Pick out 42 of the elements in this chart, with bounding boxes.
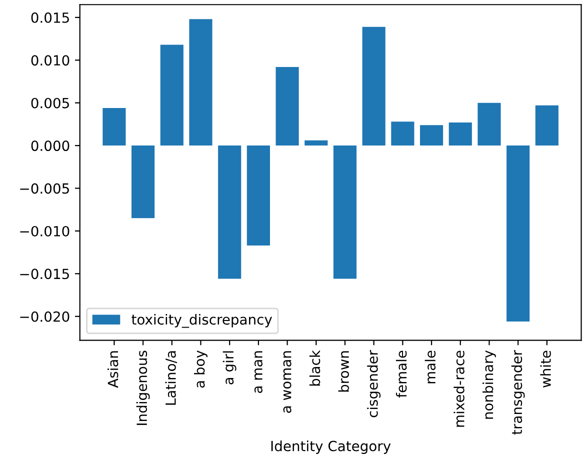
x-tick-label: a boy	[194, 350, 208, 388]
y-tick-label: 0.010	[31, 55, 70, 66]
x-tick-label: Indigenous	[136, 350, 150, 425]
x-tick-label: a woman	[283, 351, 292, 413]
x-tick-label: Asian	[107, 351, 118, 388]
y-tick-label: 0.015	[31, 12, 69, 23]
x-tick-label: white	[540, 350, 551, 388]
legend-label: toxicity_discrepancy	[132, 314, 272, 328]
bar	[333, 146, 357, 279]
bar	[246, 146, 270, 246]
bar	[102, 108, 126, 146]
bar	[189, 19, 212, 146]
x-tick-label: a man	[254, 351, 262, 393]
x-axis-title: Identity Category	[271, 440, 391, 454]
x-tick-label: transgender	[511, 350, 525, 435]
x-tick-label: brown	[338, 351, 350, 392]
bar	[362, 26, 386, 146]
bar	[132, 146, 155, 218]
y-tick-label: −0.020	[20, 311, 70, 322]
y-tick-label: 0.005	[31, 98, 69, 108]
bar	[391, 122, 414, 146]
bar	[478, 102, 501, 146]
bar	[304, 140, 328, 146]
x-tick-label: a girl	[222, 351, 236, 384]
bar	[420, 125, 444, 146]
bar	[535, 105, 558, 146]
y-tick-label: −0.010	[20, 226, 70, 236]
y-tick-label: 0.000	[31, 140, 70, 152]
bar	[506, 146, 530, 322]
x-tick-label: Latino/a	[165, 351, 178, 405]
x-tick-label: female	[396, 350, 407, 398]
x-tick-label: black	[309, 350, 320, 386]
y-tick-label: −0.005	[20, 183, 69, 194]
bar	[160, 44, 184, 146]
bar	[218, 146, 242, 279]
x-tick-label: cisgender	[367, 350, 381, 418]
x-tick-label: mixed-race	[454, 350, 464, 427]
bar	[276, 66, 299, 146]
x-tick-label: male	[424, 350, 436, 384]
x-tick-label: nonbinary	[482, 350, 496, 419]
bar	[448, 122, 472, 146]
y-tick-label: −0.015	[20, 268, 69, 280]
